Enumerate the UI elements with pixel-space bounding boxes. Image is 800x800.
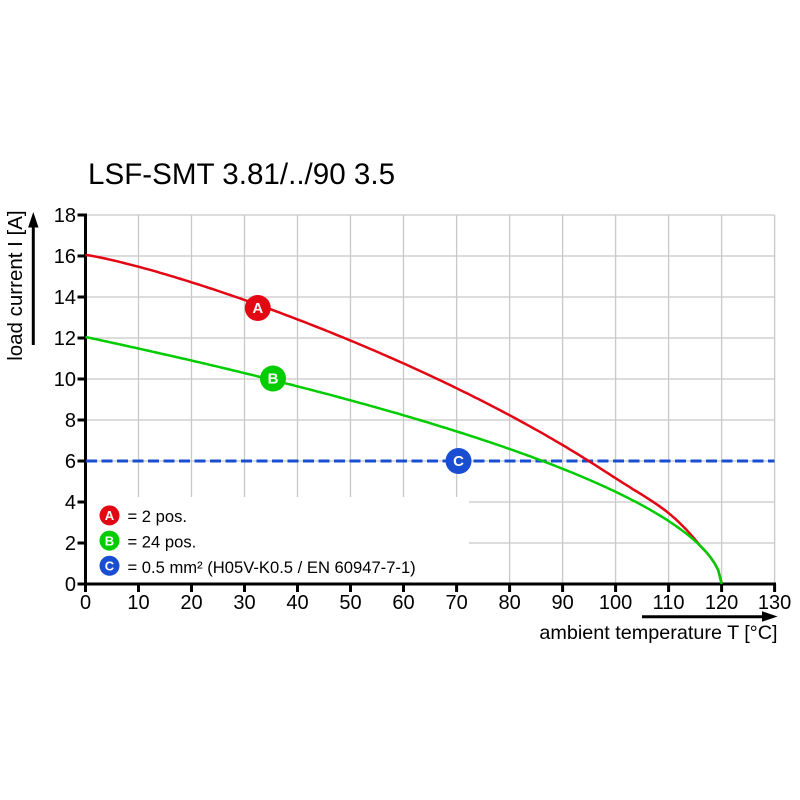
- svg-text:80: 80: [498, 592, 520, 614]
- svg-text:110: 110: [653, 592, 685, 614]
- svg-text:10: 10: [54, 369, 76, 391]
- svg-text:18: 18: [54, 205, 76, 227]
- svg-text:0: 0: [80, 592, 91, 614]
- svg-text:70: 70: [445, 592, 467, 614]
- svg-text:= 2 pos.: = 2 pos.: [128, 507, 188, 526]
- svg-text:12: 12: [54, 328, 76, 350]
- svg-text:50: 50: [339, 592, 361, 614]
- svg-text:90: 90: [551, 592, 573, 614]
- svg-text:40: 40: [286, 592, 308, 614]
- svg-text:100: 100: [599, 592, 632, 614]
- svg-text:6: 6: [65, 451, 76, 473]
- svg-text:B: B: [268, 371, 279, 388]
- svg-text:0: 0: [65, 574, 76, 596]
- svg-text:8: 8: [65, 410, 76, 432]
- svg-text:C: C: [453, 453, 464, 470]
- svg-text:C: C: [105, 559, 115, 574]
- svg-text:ambient temperature T [°C]: ambient temperature T [°C]: [539, 622, 777, 644]
- svg-text:60: 60: [392, 592, 414, 614]
- svg-text:2: 2: [65, 533, 76, 555]
- svg-text:120: 120: [705, 592, 738, 614]
- svg-text:16: 16: [54, 246, 76, 268]
- svg-text:= 0.5 mm² (H05V-K0.5 / EN 6094: = 0.5 mm² (H05V-K0.5 / EN 60947-7-1): [128, 558, 416, 577]
- svg-text:A: A: [105, 508, 115, 523]
- svg-text:= 24 pos.: = 24 pos.: [128, 532, 197, 551]
- svg-text:load current I [A]: load current I [A]: [4, 210, 27, 360]
- svg-text:10: 10: [127, 592, 149, 614]
- svg-text:30: 30: [233, 592, 255, 614]
- svg-text:LSF-SMT 3.81/../90 3.5: LSF-SMT 3.81/../90 3.5: [88, 158, 395, 191]
- svg-text:B: B: [105, 533, 114, 548]
- svg-text:20: 20: [180, 592, 202, 614]
- svg-text:A: A: [252, 300, 263, 317]
- svg-text:130: 130: [758, 592, 791, 614]
- svg-text:4: 4: [65, 492, 76, 514]
- svg-text:14: 14: [54, 287, 76, 309]
